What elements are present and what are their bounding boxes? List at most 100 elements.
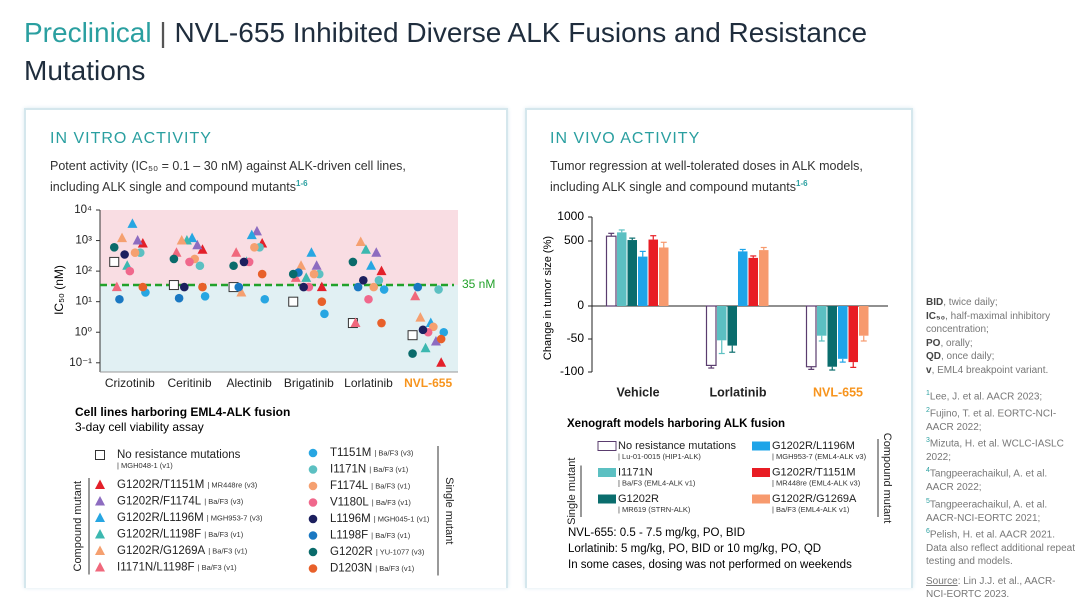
legend-detail: | Ba/F3 (v1) xyxy=(372,498,412,507)
bar xyxy=(738,251,748,306)
x-tick-label: Crizotinib xyxy=(105,376,155,390)
bar xyxy=(759,250,769,306)
x-tick-label: NVL-655 xyxy=(404,376,452,390)
legend-marker xyxy=(95,562,105,572)
legend-marker xyxy=(95,450,105,460)
legend-detail: | Ba/F3 (v1) xyxy=(204,530,244,539)
y-axis-label: Change in tumor size (%) xyxy=(542,236,554,360)
abbreviation: BID, twice daily; xyxy=(926,296,1076,310)
legend-detail: | Ba/F3 (v1) xyxy=(208,546,248,555)
data-point xyxy=(115,294,124,304)
sidebar: BID, twice daily; IC₅₀, half-maximal inhi… xyxy=(926,296,1076,602)
region-above xyxy=(100,210,458,286)
reference: 2Fujino, T. et al. EORTC-NCI-AACR 2022; xyxy=(926,404,1076,434)
legend-marker xyxy=(95,512,105,522)
legend-label: F1174L xyxy=(330,480,369,492)
legend-detail: | Ba/F3 (v3) xyxy=(204,497,244,506)
y-tick-label: 10⁻¹ xyxy=(69,357,92,369)
legend-label: G1202R/L1196M xyxy=(772,440,855,452)
slide: Preclinical | NVL-655 Inhibited Diverse … xyxy=(24,17,1075,601)
legend-detail: | Ba/F3 (EML4-ALK v1) xyxy=(772,505,850,514)
y-tick-label: 10³ xyxy=(75,235,92,247)
data-point xyxy=(429,322,438,332)
y-axis-label: IC₅₀ (nM) xyxy=(52,265,66,315)
data-point xyxy=(197,244,208,254)
legend-label: V1180L xyxy=(330,497,369,509)
data-point xyxy=(109,243,119,252)
description-line: including ALK single and compound mutant… xyxy=(550,180,796,195)
legend-marker xyxy=(752,494,770,504)
legend-group-label: Compound mutant xyxy=(881,433,893,524)
legend-group-label: Single mutant xyxy=(443,477,455,544)
legend-detail: | Ba/F3 (v1) xyxy=(375,564,415,573)
data-point xyxy=(430,335,441,346)
reference: 6Pelish, H. et al. AACR 2021. Data also … xyxy=(926,525,1076,569)
abbreviation: QD, once daily; xyxy=(926,350,1076,364)
data-point xyxy=(251,225,262,236)
description-line: Tumor regression at well-tolerated doses… xyxy=(550,159,863,173)
reference-number: 1 xyxy=(926,390,930,397)
panel-description: Potent activity (IC₅₀ = 0.1 – 30 nM) aga… xyxy=(50,157,406,196)
legend-group-label: Compound mutant xyxy=(72,481,84,572)
data-point xyxy=(120,250,129,259)
data-point xyxy=(174,293,184,303)
data-point xyxy=(413,282,423,292)
bar xyxy=(627,240,637,306)
legend-marker xyxy=(598,468,616,477)
data-point xyxy=(374,276,384,285)
legend-label: G1202R/T1151M xyxy=(772,466,856,478)
abbreviation-term: IC₅₀ xyxy=(926,310,946,322)
data-point xyxy=(246,229,257,240)
legend-detail: | MR448re (EML4-ALK v3) xyxy=(772,478,861,487)
data-point xyxy=(234,282,244,292)
data-point xyxy=(229,261,238,271)
legend-label: G1202R/T1151M xyxy=(117,479,204,491)
legend-label: L1196M xyxy=(330,513,371,525)
reference-text: Mizuta, H. et al. WCLC-IASLC 2022; xyxy=(926,438,1064,463)
dosing-note: In some cases, dosing was not performed … xyxy=(568,559,852,571)
data-point xyxy=(239,257,249,267)
data-point xyxy=(169,254,179,264)
description-line: Potent activity (IC₅₀ = 0.1 – 30 nM) aga… xyxy=(50,159,406,173)
bar xyxy=(717,306,727,341)
abbreviation: IC₅₀, half-maximal inhibitory concentrat… xyxy=(926,310,1076,337)
x-tick-label: Ceritinib xyxy=(167,376,211,390)
x-tick-label: Lorlatinib xyxy=(344,376,393,390)
reference-number: 3 xyxy=(926,437,930,445)
data-point xyxy=(436,357,447,367)
reference-text: Lee, J. et al. AACR 2023; xyxy=(929,391,1043,403)
reference: 3Mizuta, H. et al. WCLC-IASLC 2022; xyxy=(926,434,1076,464)
legend-label: I1171N xyxy=(330,464,366,476)
legend-marker xyxy=(308,564,318,573)
data-point xyxy=(198,282,207,292)
legend-marker xyxy=(308,448,318,458)
bar xyxy=(705,305,717,367)
data-point xyxy=(371,247,382,257)
data-point xyxy=(316,281,327,292)
x-tick-label: Vehicle xyxy=(616,385,659,399)
x-tick-label: NVL-655 xyxy=(813,385,863,399)
legend-marker xyxy=(752,468,770,477)
legend-marker xyxy=(308,481,318,491)
legend-label: No resistance mutations xyxy=(618,440,736,452)
threshold-label: 35 nM xyxy=(462,277,495,291)
reference-number: 2 xyxy=(926,406,930,414)
data-point xyxy=(410,290,421,301)
abbreviations: BID, twice daily; IC₅₀, half-maximal inhi… xyxy=(926,296,1076,377)
data-point xyxy=(320,309,329,319)
data-point xyxy=(185,257,194,267)
reference-text: Tangpeerachaikul, A. et al. AACR-NCI-EOR… xyxy=(926,499,1048,524)
legend-label: I1171N/L1198F xyxy=(117,562,195,574)
data-point xyxy=(418,325,428,335)
data-point xyxy=(379,285,389,294)
title-separator: | xyxy=(159,17,167,48)
legend-detail: | MGH048-1 (v1) xyxy=(117,461,173,470)
y-tick-label: 500 xyxy=(564,233,584,247)
data-point xyxy=(364,294,373,304)
data-point xyxy=(260,294,270,304)
bar xyxy=(827,306,837,367)
reference: 5Tangpeerachaikul, A. et al. AACR-NCI-EO… xyxy=(926,495,1076,525)
data-point xyxy=(350,317,361,328)
y-tick-label: -100 xyxy=(560,364,584,378)
reference-text: Tangpeerachaikul, A. et al. AACR 2022; xyxy=(926,468,1048,494)
